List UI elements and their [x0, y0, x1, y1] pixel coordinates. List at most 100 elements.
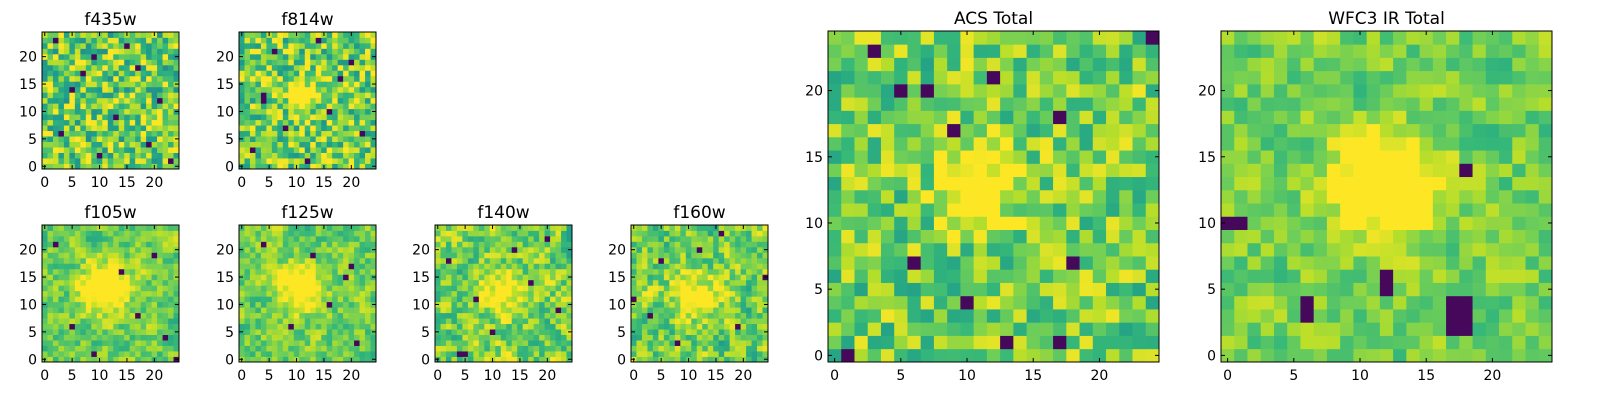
- heatmap-cell: [52, 351, 59, 357]
- heatmap-cell: [1379, 203, 1394, 217]
- heatmap-cell: [315, 296, 322, 303]
- heatmap-cell: [841, 229, 855, 244]
- heatmap-cell: [332, 263, 339, 270]
- y-tick-label: 0: [225, 159, 234, 175]
- heatmap-cell: [539, 274, 545, 281]
- heatmap-cell: [365, 268, 371, 275]
- heatmap-cell: [96, 130, 103, 137]
- heatmap-cell: [467, 334, 474, 341]
- heatmap-cell: [1273, 282, 1288, 297]
- heatmap-cell: [1039, 256, 1054, 270]
- heatmap-cell: [288, 75, 295, 82]
- heatmap-cell: [517, 323, 524, 330]
- heatmap-cell: [1472, 348, 1487, 363]
- heatmap-cell: [118, 147, 125, 153]
- heatmap-cell: [647, 274, 654, 281]
- heatmap-cell: [1512, 269, 1526, 283]
- heatmap-cell: [1013, 83, 1027, 98]
- heatmap-cell: [1366, 282, 1381, 297]
- heatmap-cell: [293, 307, 300, 314]
- heatmap-cell: [1472, 229, 1487, 244]
- heatmap-cell: [550, 235, 556, 242]
- heatmap-cell: [96, 296, 103, 303]
- heatmap-cell: [271, 290, 278, 297]
- heatmap-cell: [1419, 335, 1434, 350]
- heatmap-cell: [1393, 203, 1407, 217]
- heatmap-cell: [1000, 229, 1014, 244]
- heatmap-cell: [691, 296, 698, 303]
- heatmap-cell: [315, 130, 322, 137]
- heatmap-cell: [348, 37, 355, 44]
- heatmap-cell: [74, 257, 81, 264]
- heatmap-cell: [986, 295, 1001, 310]
- heatmap-cell: [445, 334, 452, 341]
- heatmap-cell: [337, 263, 344, 270]
- heatmap-cell: [1039, 229, 1054, 244]
- heatmap-cell: [473, 225, 480, 231]
- heatmap-cell: [867, 229, 882, 244]
- heatmap-cell: [140, 279, 147, 286]
- heatmap-cell: [244, 290, 251, 297]
- heatmap-cell: [1106, 269, 1120, 283]
- heatmap-cell: [1026, 309, 1041, 323]
- heatmap-cell: [1000, 176, 1014, 191]
- heatmap-cell: [124, 147, 131, 153]
- heatmap-cell: [960, 150, 975, 164]
- heatmap-cell: [135, 70, 142, 77]
- heatmap-cell: [680, 252, 687, 259]
- heatmap-cell: [69, 246, 76, 253]
- heatmap-cell: [102, 75, 109, 82]
- heatmap-cell: [533, 318, 540, 325]
- heatmap-cell: [528, 351, 535, 357]
- heatmap-cell: [456, 318, 463, 325]
- heatmap-cell: [337, 268, 344, 275]
- heatmap-cell: [735, 252, 741, 259]
- heatmap-cell: [266, 114, 273, 121]
- heatmap-cell: [244, 81, 251, 88]
- heatmap-cell: [1039, 295, 1054, 310]
- heatmap-cell: [495, 274, 502, 281]
- heatmap-cell: [42, 323, 48, 330]
- heatmap-cell: [124, 70, 131, 77]
- heatmap-cell: [107, 329, 114, 335]
- heatmap-cell: [42, 103, 48, 110]
- heatmap-cell: [456, 257, 463, 264]
- heatmap-cell: [735, 356, 741, 363]
- heatmap-cell: [304, 246, 311, 253]
- heatmap-cell: [561, 334, 567, 341]
- heatmap-cell: [58, 285, 65, 292]
- heatmap-cell: [249, 241, 256, 248]
- heatmap-cell: [1432, 203, 1447, 217]
- heatmap-cell: [162, 312, 169, 319]
- heatmap-cell: [135, 334, 142, 341]
- heatmap-cell: [729, 241, 736, 248]
- heatmap-cell: [566, 334, 573, 341]
- heatmap-cell: [647, 307, 654, 314]
- heatmap-cell: [960, 256, 975, 270]
- heatmap-cell: [343, 290, 349, 297]
- heatmap-cell: [828, 136, 842, 151]
- heatmap-cell: [663, 263, 670, 270]
- heatmap-cell: [288, 114, 295, 121]
- heatmap-cell: [255, 279, 262, 286]
- heatmap-cell: [326, 141, 333, 148]
- heatmap-cell: [1273, 216, 1288, 230]
- heatmap-cell: [1079, 123, 1094, 138]
- heatmap-cell: [359, 136, 366, 142]
- heatmap-cell: [91, 345, 98, 352]
- heatmap-cell: [260, 37, 267, 44]
- heatmap-cell: [1132, 44, 1147, 58]
- heatmap-cell: [473, 340, 480, 346]
- heatmap-cell: [337, 345, 344, 352]
- heatmap-cell: [293, 114, 300, 121]
- heatmap-cell: [1234, 216, 1248, 230]
- heatmap-cell: [315, 92, 322, 99]
- heatmap-cell: [157, 81, 163, 88]
- heatmap-cell: [359, 152, 366, 159]
- heatmap-cell: [841, 136, 855, 151]
- heatmap-cell: [337, 130, 344, 137]
- heatmap-cell: [1106, 83, 1120, 98]
- heatmap-cell: [500, 246, 507, 253]
- heatmap-cell: [288, 136, 295, 142]
- heatmap-cell: [1538, 309, 1553, 323]
